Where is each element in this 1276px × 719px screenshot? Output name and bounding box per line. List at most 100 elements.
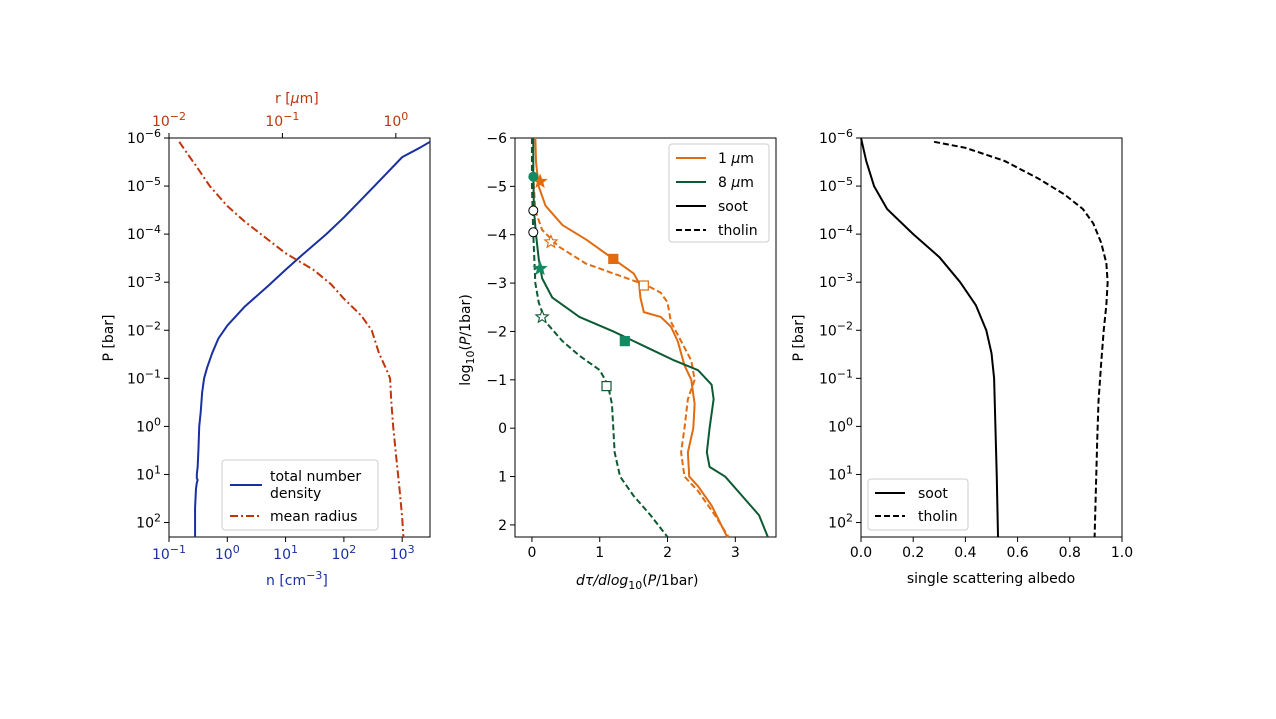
right-y-tick-label: 10−4 [819, 223, 853, 243]
left-y-axis-label: P [bar] [101, 314, 117, 361]
middle-plot-frame [514, 137, 777, 538]
marker-square [601, 381, 612, 392]
left-legend-box [221, 459, 379, 531]
right-y-tick-label: 100 [828, 415, 853, 435]
left-x-tick-label: 103 [390, 543, 415, 563]
left-panel: 10−1 100 101 102 103 10−2 10−1 100 10−6 10−5 10−… [101, 91, 431, 589]
marker-square [608, 253, 619, 265]
right-x-axis-label: single scattering albedo [907, 571, 1075, 587]
legend-right-soot-label: soot [918, 486, 948, 502]
middle-y-tick-label: −5 [486, 179, 507, 195]
left-y-tick-label: 10−5 [127, 175, 161, 195]
middle-markers-group [528, 171, 649, 392]
left-x-tick-label: 10−1 [152, 543, 186, 563]
left-x-axis-label: n [cm−3] [266, 569, 328, 589]
middle-y-tick-label: 2 [498, 518, 507, 534]
right-y-tick-label: 102 [828, 512, 853, 532]
left-y-ticks: 10−6 10−5 10−4 10−3 10−2 10−1 100 101 102 [127, 127, 169, 532]
middle-y-ticks: −6 −5 −4 −3 −2 −1 0 1 2 [486, 131, 515, 534]
left-top-x-tick-label: 10−1 [265, 110, 299, 130]
right-panel: 0.0 0.2 0.4 0.6 0.8 1.0 10−610−510−410−310−21… [791, 127, 1133, 587]
right-series-group [860, 137, 1109, 538]
marker-square [638, 280, 649, 291]
right-legend: soot tholin [867, 478, 969, 531]
left-top-x-tick-label: 10−2 [152, 110, 186, 130]
legend-1um-label: 1 μm [718, 151, 754, 167]
left-x-tick-label: 101 [273, 543, 298, 563]
right-y-tick-label: 10−5 [819, 175, 853, 195]
series-total-number-density [194, 140, 431, 537]
left-y-tick-label: 10−2 [127, 319, 161, 339]
left-top-x-ticks: 10−2 10−1 100 [152, 110, 408, 138]
left-x-tick-label: 102 [331, 543, 356, 563]
left-plot-frame [168, 137, 431, 538]
middle-x-tick-label: 1 [595, 545, 604, 561]
middle-y-tick-label: −2 [486, 324, 507, 340]
series-1-m-soot [534, 137, 729, 538]
marker-star [532, 260, 548, 276]
marker-circle [528, 205, 539, 216]
right-y-axis-label: P [bar] [791, 314, 807, 361]
left-top-x-tick-label: 100 [383, 110, 408, 130]
right-x-tick-label: 0.6 [1006, 545, 1028, 561]
series-tholin [933, 140, 1109, 538]
left-top-axis-label: r [μm] [275, 91, 319, 107]
legend-tholin-label: tholin [718, 223, 758, 239]
legend-soot-label: soot [718, 199, 748, 215]
legend-total-number-density-label-1: total number [270, 469, 361, 485]
left-x-tick-label: 100 [215, 543, 240, 563]
right-y-tick-label: 10−1 [819, 367, 853, 387]
right-x-tick-label: 1.0 [1111, 545, 1133, 561]
left-y-tick-label: 101 [136, 463, 161, 483]
middle-panel: 0 1 2 3 −6 −5 −4 −3 −2 −1 0 1 2 dτ/dlog10(P/1bar) l… [458, 131, 777, 592]
series-soot [860, 137, 1000, 538]
right-plot-frame [860, 137, 1123, 538]
series-1-m-tholin [530, 137, 730, 538]
right-y-ticks: 10−6 10−5 10−4 10−3 10−2 10−1 100 101 102 [819, 127, 861, 532]
marker-circle [528, 227, 539, 238]
marker-star [534, 308, 550, 324]
middle-y-axis-label: log10(P/1bar) [458, 294, 477, 386]
left-legend: total number density mean radius [221, 459, 379, 531]
middle-x-ticks: 0 1 2 3 [527, 537, 740, 561]
middle-y-tick-label: −1 [486, 373, 507, 389]
left-y-tick-label: 10−6 [127, 127, 161, 147]
middle-legend-box [668, 143, 770, 243]
right-y-tick-label: 101 [828, 463, 853, 483]
right-legend-box [867, 478, 969, 531]
marker-star [543, 233, 559, 249]
right-y-tick-label: 10−3 [819, 271, 853, 291]
marker-circle [528, 171, 539, 182]
right-x-tick-label: 0.8 [1059, 545, 1081, 561]
left-y-tick-label: 10−4 [127, 223, 161, 243]
series-8-m-tholin [530, 138, 669, 538]
middle-x-tick-label: 2 [663, 545, 672, 561]
right-x-ticks: 0.0 0.2 0.4 0.6 0.8 1.0 [850, 537, 1133, 561]
legend-8um-label: 8 μm [718, 175, 754, 191]
middle-y-tick-label: −4 [486, 228, 507, 244]
right-y-tick-label: 10−6 [819, 127, 853, 147]
left-y-tick-label: 10−3 [127, 271, 161, 291]
series-mean-radius [178, 141, 405, 538]
legend-total-number-density-label-2: density [270, 486, 321, 502]
left-series-group [178, 140, 431, 538]
left-y-tick-label: 100 [136, 415, 161, 435]
series-8-m-soot [532, 138, 769, 538]
middle-x-axis-label: dτ/dlog10(P/1bar) [576, 573, 699, 592]
marker-square [619, 336, 630, 347]
middle-y-tick-label: −3 [486, 276, 507, 292]
middle-x-tick-label: 0 [527, 545, 536, 561]
right-y-tick-label: 10−2 [819, 319, 853, 339]
middle-x-tick-label: 3 [731, 545, 740, 561]
legend-right-tholin-label: tholin [918, 509, 958, 525]
middle-y-tick-label: 1 [498, 470, 507, 486]
left-x-ticks: 10−1 100 101 102 103 [152, 537, 415, 563]
legend-mean-radius-label: mean radius [270, 509, 357, 525]
middle-y-tick-label: 0 [498, 421, 507, 437]
right-x-tick-label: 0.0 [850, 545, 872, 561]
left-y-tick-label: 102 [136, 512, 161, 532]
right-x-tick-label: 0.4 [954, 545, 976, 561]
right-x-tick-label: 0.2 [902, 545, 924, 561]
middle-y-tick-label: −6 [486, 131, 507, 147]
